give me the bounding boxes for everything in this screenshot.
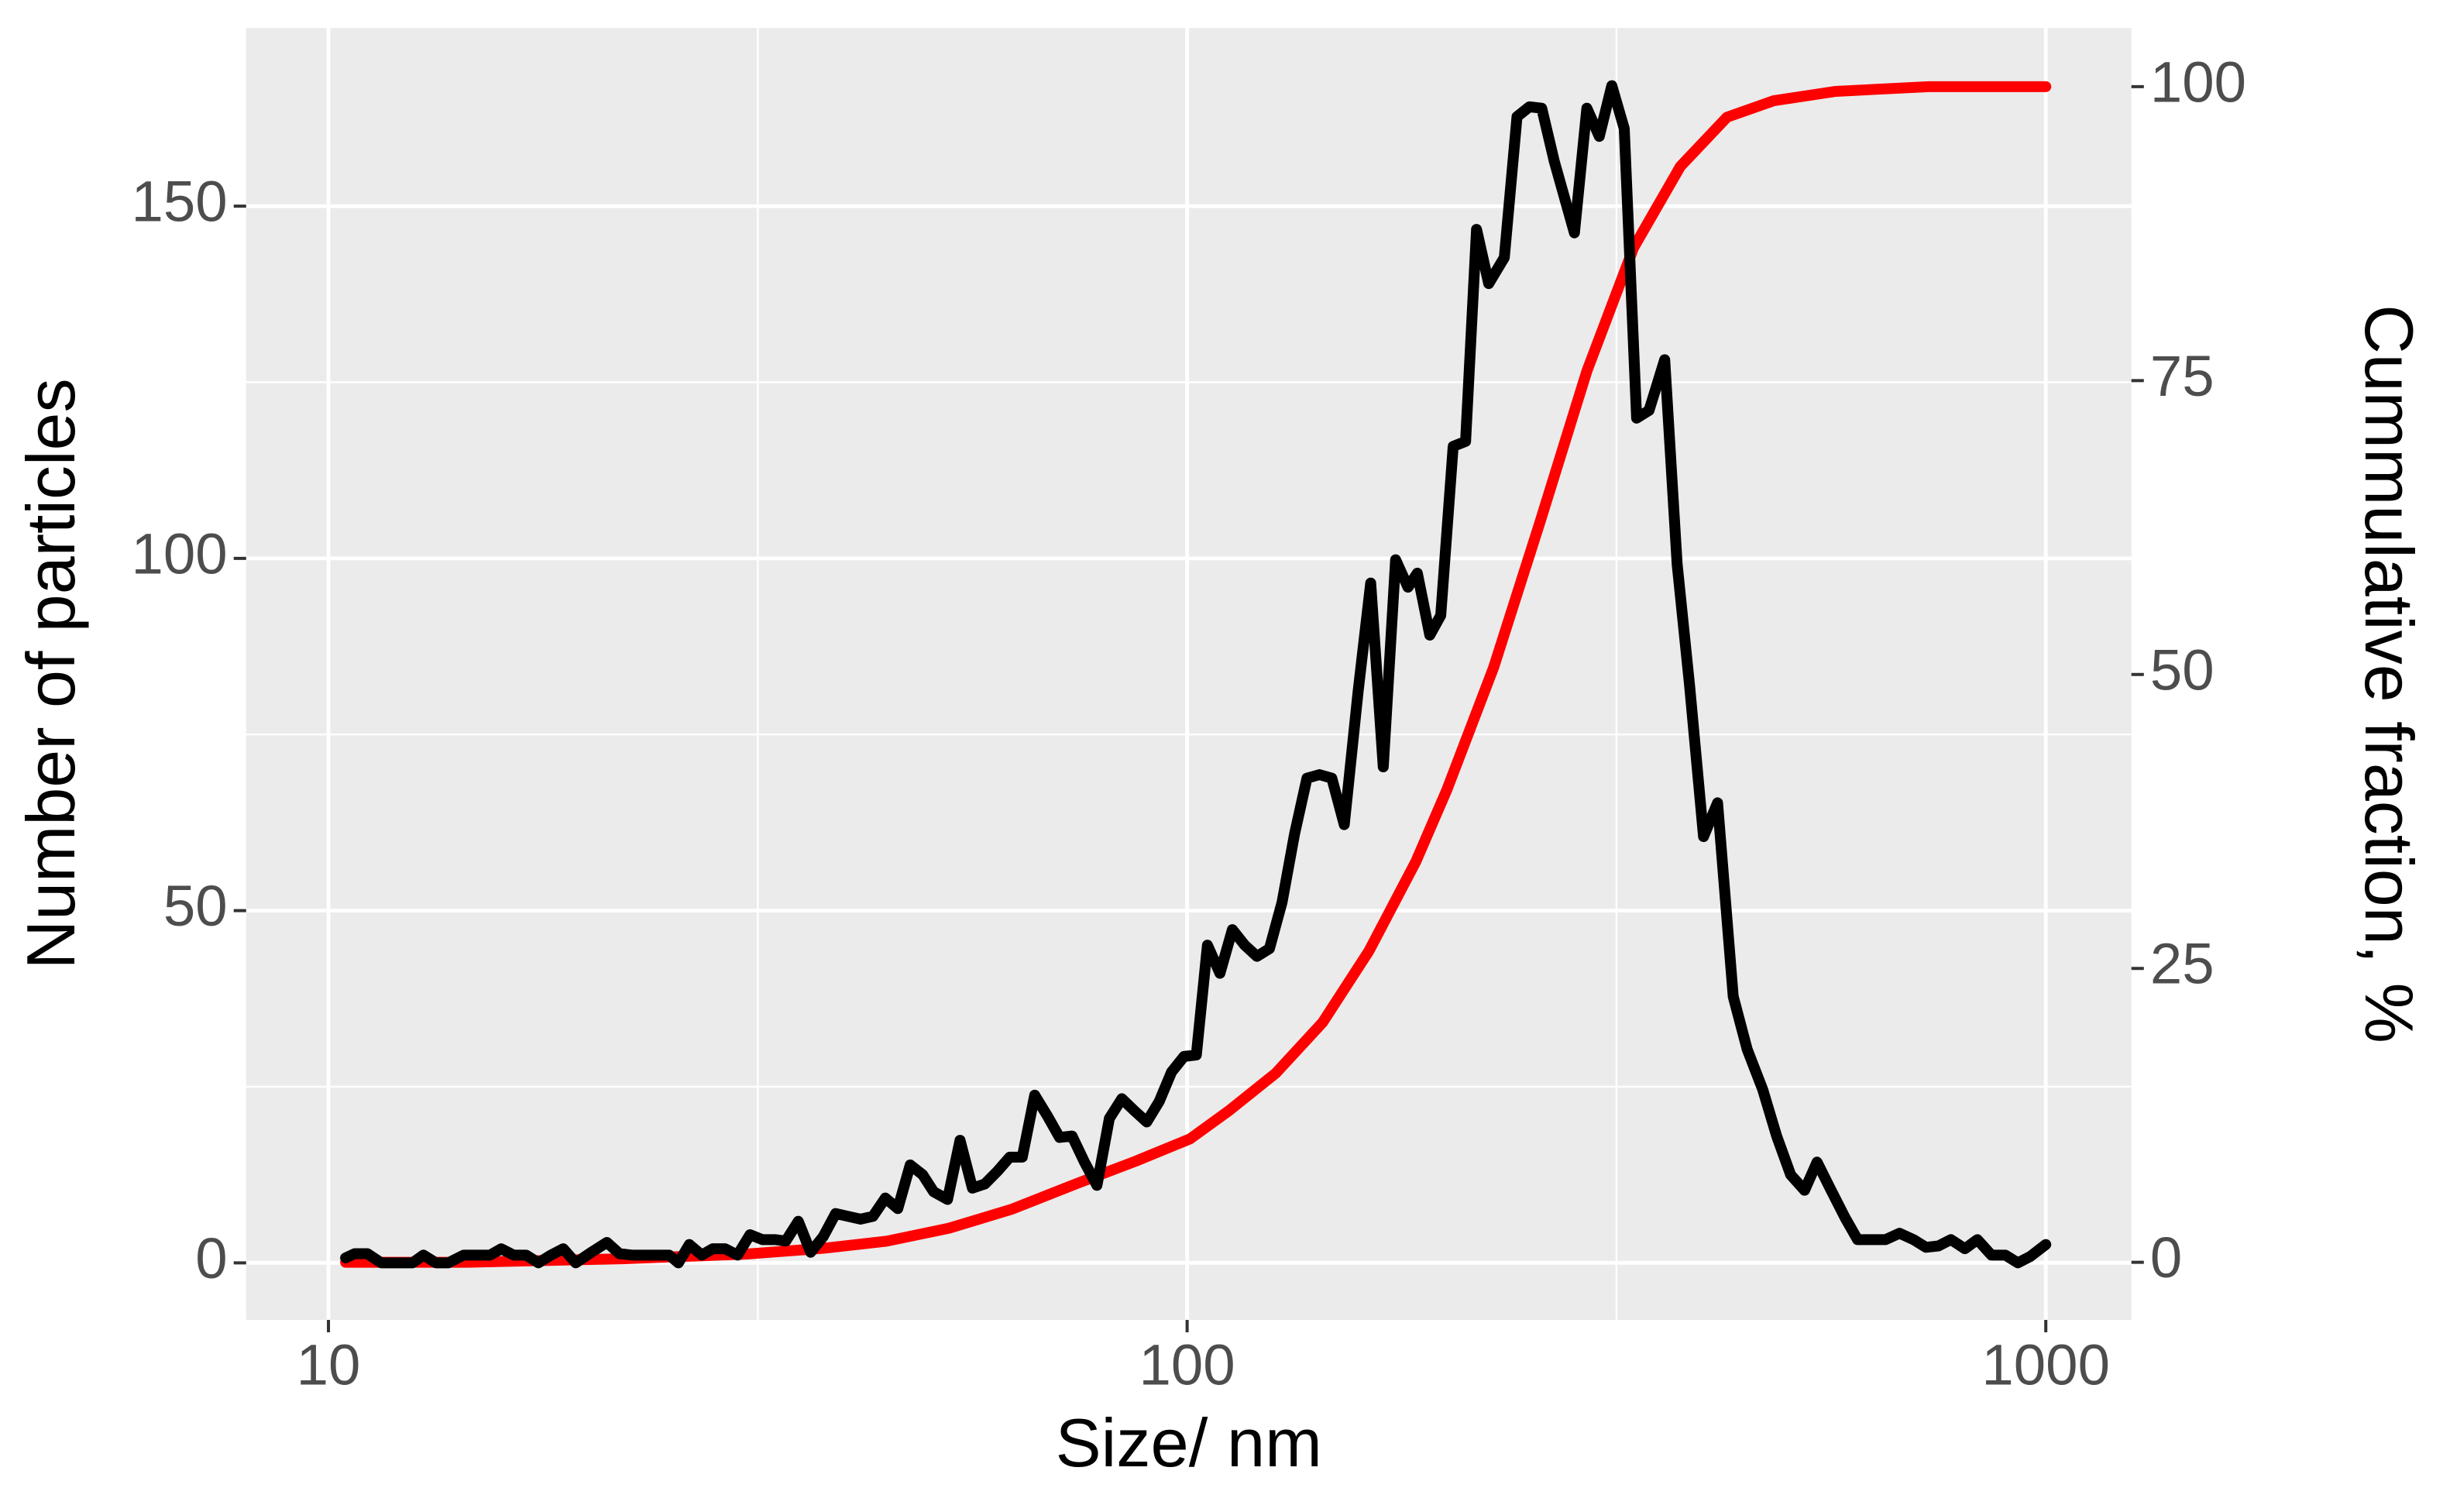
- y-tick-label: 0: [195, 1226, 227, 1290]
- data-line: [340, 80, 2052, 1269]
- x-tick-label: 1000: [1981, 1333, 2110, 1397]
- y2-axis-title: Cummulative fraction, %: [2351, 304, 2428, 1043]
- y2-tick-label: 50: [2150, 638, 2215, 703]
- data-line: [340, 81, 2052, 1268]
- y2-tick-label: 25: [2150, 932, 2215, 996]
- y-axis-title: Number of particles: [12, 379, 89, 970]
- y-tick-label: 50: [163, 874, 228, 938]
- y-tick-label: 150: [132, 170, 228, 234]
- x-axis-title: Size/ nm: [1056, 1404, 1322, 1481]
- y2-tick-label: 100: [2150, 50, 2246, 115]
- x-tick-label: 10: [297, 1333, 361, 1397]
- plot-lines: [340, 80, 2052, 1269]
- y-tick-label: 100: [132, 522, 228, 586]
- x-tick-label: 100: [1139, 1333, 1235, 1397]
- y2-tick-label: 75: [2150, 344, 2215, 408]
- y2-tick-label: 0: [2150, 1225, 2182, 1290]
- axes: 10 100 1000 0 50 100 150 0 25 50 75 100: [132, 50, 2246, 1397]
